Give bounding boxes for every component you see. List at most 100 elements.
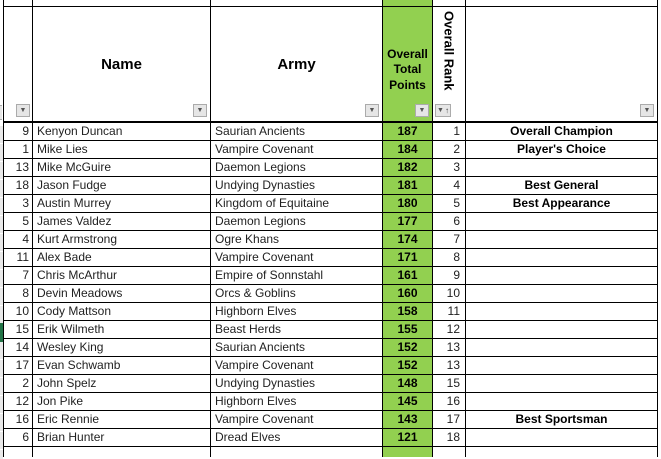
points-cell[interactable]: 187 bbox=[383, 123, 433, 141]
player-number-cell[interactable]: 5 bbox=[3, 213, 33, 231]
player-name-cell[interactable]: Erik Wilmeth bbox=[33, 321, 211, 339]
partial-cell[interactable] bbox=[3, 0, 33, 7]
points-cell[interactable]: 184 bbox=[383, 141, 433, 159]
points-cell[interactable]: 180 bbox=[383, 195, 433, 213]
award-cell[interactable]: Best Sportsman bbox=[466, 411, 658, 429]
player-name-cell[interactable]: Chris McArthur bbox=[33, 267, 211, 285]
player-number-cell[interactable]: 9 bbox=[3, 123, 33, 141]
army-cell[interactable]: Orcs & Goblins bbox=[211, 285, 383, 303]
rank-cell[interactable]: 13 bbox=[433, 339, 466, 357]
rank-cell[interactable]: 12 bbox=[433, 321, 466, 339]
army-cell[interactable]: Empire of Sonnstahl bbox=[211, 267, 383, 285]
points-cell[interactable]: 160 bbox=[383, 285, 433, 303]
award-cell[interactable]: Best Appearance bbox=[466, 195, 658, 213]
award-cell[interactable] bbox=[466, 429, 658, 447]
army-cell[interactable]: Vampire Covenant bbox=[211, 357, 383, 375]
army-cell[interactable]: Saurian Ancients bbox=[211, 339, 383, 357]
award-cell[interactable]: Best General bbox=[466, 177, 658, 195]
army-cell[interactable]: Saurian Ancients bbox=[211, 123, 383, 141]
rank-cell[interactable]: 8 bbox=[433, 249, 466, 267]
player-number-cell[interactable]: 14 bbox=[3, 339, 33, 357]
player-number-cell[interactable]: 15 bbox=[3, 321, 33, 339]
header-award-cell[interactable]: ▼ bbox=[466, 7, 658, 123]
player-number-cell[interactable]: 17 bbox=[3, 357, 33, 375]
player-number-cell[interactable]: 7 bbox=[3, 267, 33, 285]
rank-cell[interactable]: 7 bbox=[433, 231, 466, 249]
rank-cell[interactable]: 18 bbox=[433, 429, 466, 447]
award-cell[interactable]: Overall Champion bbox=[466, 123, 658, 141]
rank-cell[interactable]: 13 bbox=[433, 357, 466, 375]
points-cell[interactable]: 143 bbox=[383, 411, 433, 429]
rank-cell[interactable]: 2 bbox=[433, 141, 466, 159]
award-cell[interactable] bbox=[466, 303, 658, 321]
player-name-cell[interactable]: Kurt Armstrong bbox=[33, 231, 211, 249]
rank-cell[interactable]: 16 bbox=[433, 393, 466, 411]
points-cell[interactable]: 145 bbox=[383, 393, 433, 411]
player-number-cell[interactable]: 6 bbox=[3, 429, 33, 447]
filter-dropdown-button[interactable]: ▼ bbox=[193, 104, 207, 117]
player-number-cell[interactable]: 3 bbox=[3, 195, 33, 213]
player-name-cell[interactable]: Alex Bade bbox=[33, 249, 211, 267]
partial-cell[interactable] bbox=[433, 0, 466, 7]
partial-cell[interactable] bbox=[466, 447, 658, 457]
filter-sorted-ascending-button[interactable]: ▼ ↑ bbox=[435, 104, 451, 117]
rank-cell[interactable]: 11 bbox=[433, 303, 466, 321]
player-name-cell[interactable]: Mike McGuire bbox=[33, 159, 211, 177]
header-army-cell[interactable]: Army ▼ bbox=[211, 7, 383, 123]
points-cell[interactable]: 155 bbox=[383, 321, 433, 339]
player-name-cell[interactable]: James Valdez bbox=[33, 213, 211, 231]
player-name-cell[interactable]: Devin Meadows bbox=[33, 285, 211, 303]
award-cell[interactable]: Player's Choice bbox=[466, 141, 658, 159]
army-cell[interactable]: Daemon Legions bbox=[211, 159, 383, 177]
award-cell[interactable] bbox=[466, 249, 658, 267]
header-points-cell[interactable]: Overall Total Points ▼ bbox=[383, 7, 433, 123]
rank-cell[interactable]: 1 bbox=[433, 123, 466, 141]
award-cell[interactable] bbox=[466, 357, 658, 375]
rank-cell[interactable]: 9 bbox=[433, 267, 466, 285]
partial-cell[interactable] bbox=[433, 447, 466, 457]
header-name-cell[interactable]: Name ▼ bbox=[33, 7, 211, 123]
army-cell[interactable]: Vampire Covenant bbox=[211, 141, 383, 159]
player-name-cell[interactable]: John Spelz bbox=[33, 375, 211, 393]
player-number-cell[interactable]: 10 bbox=[3, 303, 33, 321]
rank-cell[interactable]: 4 bbox=[433, 177, 466, 195]
player-name-cell[interactable]: Kenyon Duncan bbox=[33, 123, 211, 141]
award-cell[interactable] bbox=[466, 375, 658, 393]
award-cell[interactable] bbox=[466, 159, 658, 177]
player-name-cell[interactable]: Mike Lies bbox=[33, 141, 211, 159]
army-cell[interactable]: Kingdom of Equitaine bbox=[211, 195, 383, 213]
player-number-cell[interactable]: 4 bbox=[3, 231, 33, 249]
award-cell[interactable] bbox=[466, 321, 658, 339]
player-number-cell[interactable]: 13 bbox=[3, 159, 33, 177]
army-cell[interactable]: Vampire Covenant bbox=[211, 411, 383, 429]
filter-dropdown-button[interactable]: ▼ bbox=[16, 104, 30, 117]
points-cell[interactable]: 161 bbox=[383, 267, 433, 285]
header-rank-cell[interactable]: Overall Rank ▼ ↑ bbox=[433, 7, 466, 123]
player-name-cell[interactable]: Evan Schwamb bbox=[33, 357, 211, 375]
header-number-cell[interactable]: ▼ bbox=[3, 7, 33, 123]
points-cell[interactable]: 121 bbox=[383, 429, 433, 447]
award-cell[interactable] bbox=[466, 285, 658, 303]
army-cell[interactable]: Vampire Covenant bbox=[211, 249, 383, 267]
award-cell[interactable] bbox=[466, 213, 658, 231]
points-cell[interactable]: 174 bbox=[383, 231, 433, 249]
partial-cell[interactable] bbox=[211, 447, 383, 457]
filter-dropdown-button[interactable]: ▼ bbox=[365, 104, 379, 117]
player-name-cell[interactable]: Jon Pike bbox=[33, 393, 211, 411]
points-cell[interactable]: 152 bbox=[383, 357, 433, 375]
rank-cell[interactable]: 10 bbox=[433, 285, 466, 303]
army-cell[interactable]: Highborn Elves bbox=[211, 393, 383, 411]
army-cell[interactable]: Dread Elves bbox=[211, 429, 383, 447]
award-cell[interactable] bbox=[466, 393, 658, 411]
points-cell[interactable]: 152 bbox=[383, 339, 433, 357]
partial-cell[interactable] bbox=[466, 0, 658, 7]
player-number-cell[interactable]: 18 bbox=[3, 177, 33, 195]
partial-cell[interactable] bbox=[3, 447, 33, 457]
award-cell[interactable] bbox=[466, 231, 658, 249]
points-cell[interactable]: 171 bbox=[383, 249, 433, 267]
rank-cell[interactable]: 3 bbox=[433, 159, 466, 177]
player-number-cell[interactable]: 8 bbox=[3, 285, 33, 303]
player-name-cell[interactable]: Eric Rennie bbox=[33, 411, 211, 429]
army-cell[interactable]: Ogre Khans bbox=[211, 231, 383, 249]
rank-cell[interactable]: 17 bbox=[433, 411, 466, 429]
